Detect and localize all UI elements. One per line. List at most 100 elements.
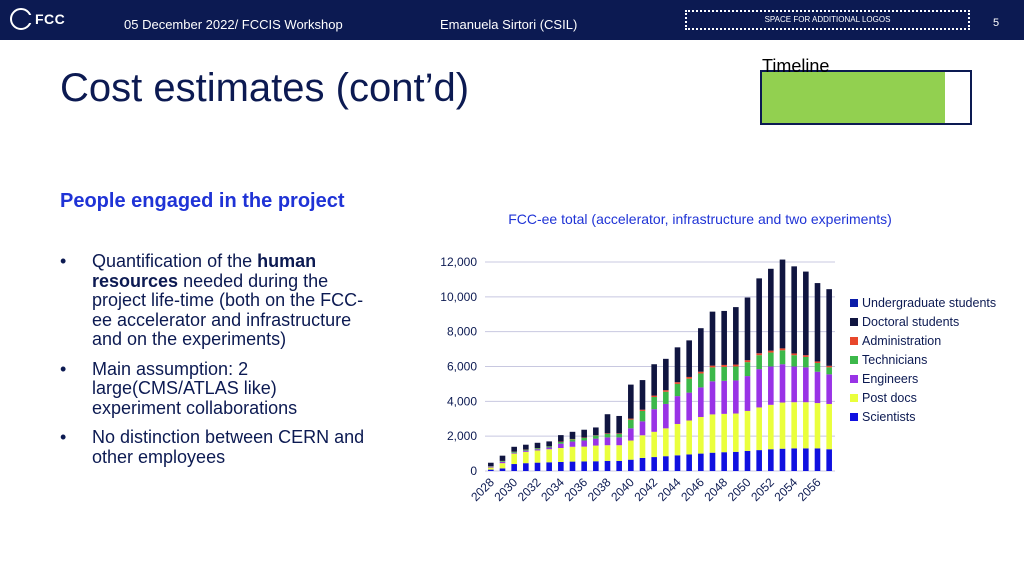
legend-swatch <box>850 356 858 364</box>
section-subtitle: People engaged in the project <box>60 190 345 212</box>
bar-segment <box>698 371 704 374</box>
bar-segment <box>674 396 681 424</box>
bar-segment <box>616 445 622 461</box>
bar-segment <box>569 441 576 447</box>
bar-segment <box>768 352 774 367</box>
bar-segment <box>686 392 692 421</box>
bar-segment <box>604 445 611 461</box>
bar-segment <box>569 439 576 442</box>
bar-segment <box>558 448 564 462</box>
bar-segment <box>779 402 786 449</box>
bar-segment <box>779 364 786 403</box>
bar-segment <box>803 271 809 356</box>
bar-segment <box>651 396 657 410</box>
y-tick-label: 10,000 <box>440 290 477 304</box>
bar-segment <box>488 469 494 471</box>
bar-segment <box>581 429 587 438</box>
bar-segment <box>511 446 517 452</box>
additional-logos-placeholder: SPACE FOR ADDITIONAL LOGOS <box>685 10 970 30</box>
bar-segment <box>733 307 739 365</box>
bar-segment <box>558 435 564 442</box>
bar-segment <box>756 355 762 370</box>
bar-segment <box>593 445 599 462</box>
x-tick-label: 2034 <box>538 475 567 504</box>
bar-segment <box>779 448 786 471</box>
x-tick-label: 2046 <box>678 475 707 504</box>
bar-segment <box>721 366 727 381</box>
bar-segment <box>826 367 832 375</box>
bar-segment <box>639 380 646 410</box>
bar-segment <box>826 449 832 471</box>
bar-segment <box>814 363 821 372</box>
bar-segment <box>581 440 587 447</box>
bar-segment <box>721 452 727 471</box>
bar-segment <box>756 369 762 408</box>
bar-segment <box>499 463 506 469</box>
bullet-list: • Quantification of the human resources … <box>60 251 370 477</box>
bar-segment <box>639 457 646 471</box>
bullet-marker: • <box>60 427 67 447</box>
legend-swatch <box>850 318 858 326</box>
page-number: 5 <box>993 17 1000 29</box>
bar-segment <box>523 463 529 471</box>
legend-swatch <box>850 413 858 421</box>
x-tick-label: 2044 <box>655 475 684 504</box>
y-tick-label: 12,000 <box>440 255 477 269</box>
bar-segment <box>744 450 751 471</box>
bar-segment <box>814 403 821 449</box>
bar-segment <box>721 413 727 453</box>
bar-segment <box>779 259 786 349</box>
bar-segment <box>814 361 821 364</box>
bar-segment <box>663 403 669 429</box>
x-tick-label: 2038 <box>585 475 614 504</box>
bar-segment <box>604 414 611 434</box>
bar-segment <box>756 450 762 471</box>
bar-segment <box>803 402 809 449</box>
bar-segment <box>686 340 692 377</box>
bullet-text-part: Quantification of the <box>92 251 258 271</box>
bar-segment <box>499 468 506 471</box>
chart-title: FCC-ee total (accelerator, infrastructur… <box>508 211 892 227</box>
bar-segment <box>744 360 751 363</box>
bar-segment <box>756 353 762 356</box>
x-tick-label: 2050 <box>725 475 754 504</box>
bullet-marker: • <box>60 358 67 379</box>
bar-segment <box>546 449 552 463</box>
bar-segment <box>511 453 517 465</box>
bar-segment <box>744 362 751 377</box>
bar-segment <box>663 390 669 392</box>
bar-segment <box>569 431 576 439</box>
bar-segment <box>791 402 797 449</box>
x-tick-label: 2052 <box>748 475 777 504</box>
bar-segment <box>616 433 622 438</box>
bar-segment <box>639 410 646 422</box>
bar-segment <box>546 446 552 448</box>
bar-segment <box>709 365 716 368</box>
bar-segment <box>803 448 809 471</box>
y-tick-label: 4,000 <box>447 394 477 408</box>
bar-segment <box>593 438 599 446</box>
legend-label: Doctoral students <box>862 315 959 329</box>
bar-segment <box>499 461 506 464</box>
y-tick-label: 2,000 <box>447 429 477 443</box>
bar-segment <box>686 376 692 379</box>
legend-label: Scientists <box>862 410 916 424</box>
x-tick-label: 2048 <box>702 475 731 504</box>
bar-segment <box>826 365 832 368</box>
legend-label: Engineers <box>862 372 918 386</box>
bar-segment <box>709 367 716 382</box>
bar-segment <box>581 437 587 441</box>
bar-segment <box>499 461 506 462</box>
bar-segment <box>534 462 541 471</box>
bar-segment <box>826 374 832 404</box>
bar-segment <box>744 410 751 451</box>
fcc-logo-icon <box>10 8 33 30</box>
bar-segment <box>733 413 739 452</box>
y-tick-label: 0 <box>470 464 477 478</box>
bar-segment <box>639 435 646 458</box>
bar-segment <box>779 348 786 351</box>
bar-segment <box>604 433 611 434</box>
bar-segment <box>803 355 809 357</box>
bar-segment <box>756 278 762 354</box>
bar-segment <box>488 466 494 468</box>
